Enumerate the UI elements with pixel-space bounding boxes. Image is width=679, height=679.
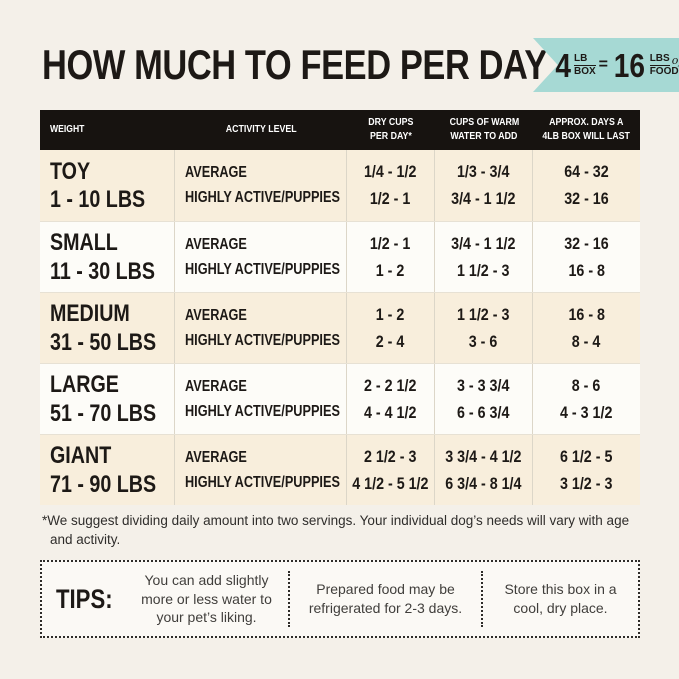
weight-range: 51 - 70 LBS [50, 399, 157, 427]
table-row-medium: MEDIUM 31 - 50 LBS AVERAGE HIGHLY ACTIVE… [40, 292, 640, 363]
badge-box-label: BOX [573, 65, 596, 77]
activity-cell: AVERAGE HIGHLY ACTIVE/PUPPIES [175, 364, 347, 434]
column-header-days-box-lasts: APPROX. DAYS A 4LB BOX WILL LAST [542, 116, 631, 142]
dry-cups-cell: 1 - 2 2 - 4 [347, 293, 435, 363]
warm-water-cell: 3/4 - 1 1/2 1 1/2 - 3 [435, 222, 533, 292]
weight-cell: TOY 1 - 10 LBS [40, 150, 175, 221]
column-header-activity-level: ACTIVITY LEVEL [225, 123, 297, 136]
badge-qty-16: 16 [613, 46, 645, 84]
badge-lb-label: LB [573, 53, 596, 66]
dry-cups-cell: 1/2 - 1 1 - 2 [347, 222, 435, 292]
tips-divider [288, 571, 290, 627]
warm-water-cell: 3 - 3 3/4 6 - 6 3/4 [435, 364, 533, 434]
weight-name: TOY [50, 157, 91, 185]
dry-cups-cell: 1/4 - 1/2 1/2 - 1 [347, 150, 435, 221]
tips-divider [481, 571, 483, 627]
days-cell: 6 1/2 - 5 3 1/2 - 3 [560, 446, 613, 493]
tips-box: TIPS: You can add slightly more or less … [40, 560, 640, 638]
servings-footnote: *We suggest dividing daily amount into t… [42, 513, 630, 547]
tip-water-adjust: You can add slightly more or less water … [141, 571, 272, 626]
column-header-dry-cups: DRY CUPS PER DAY* [368, 116, 414, 142]
column-header-weight: WEIGHT [50, 123, 85, 136]
tip-refrigerate: Prepared food may be refrigerated for 2-… [308, 581, 463, 616]
weight-name: LARGE [50, 371, 119, 399]
badge-equals-sign: = [598, 56, 608, 73]
activity-cell: AVERAGE HIGHLY ACTIVE/PUPPIES [175, 293, 347, 363]
badge-of-label: of [671, 53, 679, 67]
feeding-table: WEIGHT ACTIVITY LEVEL DRY CUPS PER DAY* … [40, 110, 640, 505]
table-body: TOY 1 - 10 LBS AVERAGE HIGHLY ACTIVE/PUP… [40, 150, 640, 505]
warm-water-cell: 1 1/2 - 3 3 - 6 [435, 293, 533, 363]
activity-cell: AVERAGE HIGHLY ACTIVE/PUPPIES [175, 222, 347, 292]
tips-label: TIPS: [56, 583, 113, 614]
days-cell: 16 - 8 8 - 4 [568, 304, 605, 351]
column-header-warm-water: CUPS OF WARM WATER TO ADD [449, 116, 519, 142]
weight-cell: LARGE 51 - 70 LBS [40, 364, 175, 434]
table-row-toy: TOY 1 - 10 LBS AVERAGE HIGHLY ACTIVE/PUP… [40, 150, 640, 221]
box-equivalence-badge: 4 LB BOX = 16 LBS of FOOD! [533, 38, 679, 92]
weight-range: 1 - 10 LBS [50, 186, 146, 213]
warm-water-cell: 3 3/4 - 4 1/2 6 3/4 - 8 1/4 [435, 435, 533, 505]
table-header-row: WEIGHT ACTIVITY LEVEL DRY CUPS PER DAY* … [40, 110, 640, 150]
weight-name: GIANT [50, 442, 112, 470]
badge-food-label: FOOD! [649, 65, 679, 77]
activity-cell: AVERAGE HIGHLY ACTIVE/PUPPIES [175, 435, 347, 505]
weight-range: 11 - 30 LBS [50, 257, 156, 285]
days-cell: 8 - 6 4 - 3 1/2 [560, 375, 613, 422]
weight-range: 71 - 90 LBS [50, 470, 157, 498]
tip-storage: Store this box in a cool, dry place. [504, 581, 617, 616]
dry-cups-cell: 2 - 2 1/2 4 - 4 1/2 [347, 364, 435, 434]
badge-lbs-label: LBS [649, 52, 670, 66]
table-row-large: LARGE 51 - 70 LBS AVERAGE HIGHLY ACTIVE/… [40, 363, 640, 434]
table-row-giant: GIANT 71 - 90 LBS AVERAGE HIGHLY ACTIVE/… [40, 434, 640, 505]
days-cell: 64 - 32 32 - 16 [564, 162, 609, 208]
weight-cell: GIANT 71 - 90 LBS [40, 435, 175, 505]
days-cell: 32 - 16 16 - 8 [564, 233, 609, 280]
badge-qty-4: 4 [554, 46, 571, 84]
weight-name: MEDIUM [50, 300, 130, 328]
weight-range: 31 - 50 LBS [50, 328, 157, 356]
page-title-text: HOW MUCH TO FEED PER DAY [42, 41, 547, 88]
weight-cell: MEDIUM 31 - 50 LBS [40, 293, 175, 363]
badge-lbs-food-fraction: LBS of FOOD! [649, 52, 679, 77]
warm-water-cell: 1/3 - 3/4 3/4 - 1 1/2 [435, 150, 533, 221]
badge-lb-box-fraction: LB BOX [573, 53, 596, 77]
weight-cell: SMALL 11 - 30 LBS [40, 222, 175, 292]
page-title: HOW MUCH TO FEED PER DAY [42, 44, 658, 86]
dry-cups-cell: 2 1/2 - 3 4 1/2 - 5 1/2 [347, 435, 435, 505]
tips-first-section: TIPS: You can add slightly more or less … [42, 562, 288, 636]
table-row-small: SMALL 11 - 30 LBS AVERAGE HIGHLY ACTIVE/… [40, 221, 640, 292]
weight-name: SMALL [50, 229, 118, 257]
activity-cell: AVERAGE HIGHLY ACTIVE/PUPPIES [175, 150, 347, 221]
